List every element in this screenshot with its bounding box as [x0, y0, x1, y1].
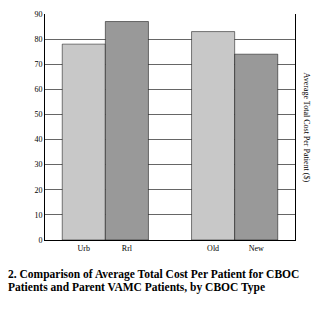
- svg-text:90: 90: [34, 10, 42, 19]
- svg-text:40: 40: [34, 135, 42, 144]
- svg-text:70: 70: [34, 60, 42, 69]
- svg-text:Average Total Cost Per Patient: Average Total Cost Per Patient ($): [302, 73, 311, 183]
- svg-text:0: 0: [38, 236, 42, 245]
- svg-text:New: New: [249, 244, 264, 253]
- svg-text:20: 20: [34, 186, 42, 195]
- svg-text:Urb: Urb: [78, 244, 90, 253]
- svg-text:80: 80: [34, 35, 42, 44]
- html-text:2. Comparison of Average Total: 2. Comparison of Average Total Cost Per …: [8, 268, 300, 293]
- svg-text:10: 10: [34, 211, 42, 220]
- svg-text:Rrl: Rrl: [122, 244, 133, 253]
- svg-text:50: 50: [34, 110, 42, 119]
- svg-text:Old: Old: [207, 244, 219, 253]
- svg-text:30: 30: [34, 160, 42, 169]
- svg-text:60: 60: [34, 85, 42, 94]
